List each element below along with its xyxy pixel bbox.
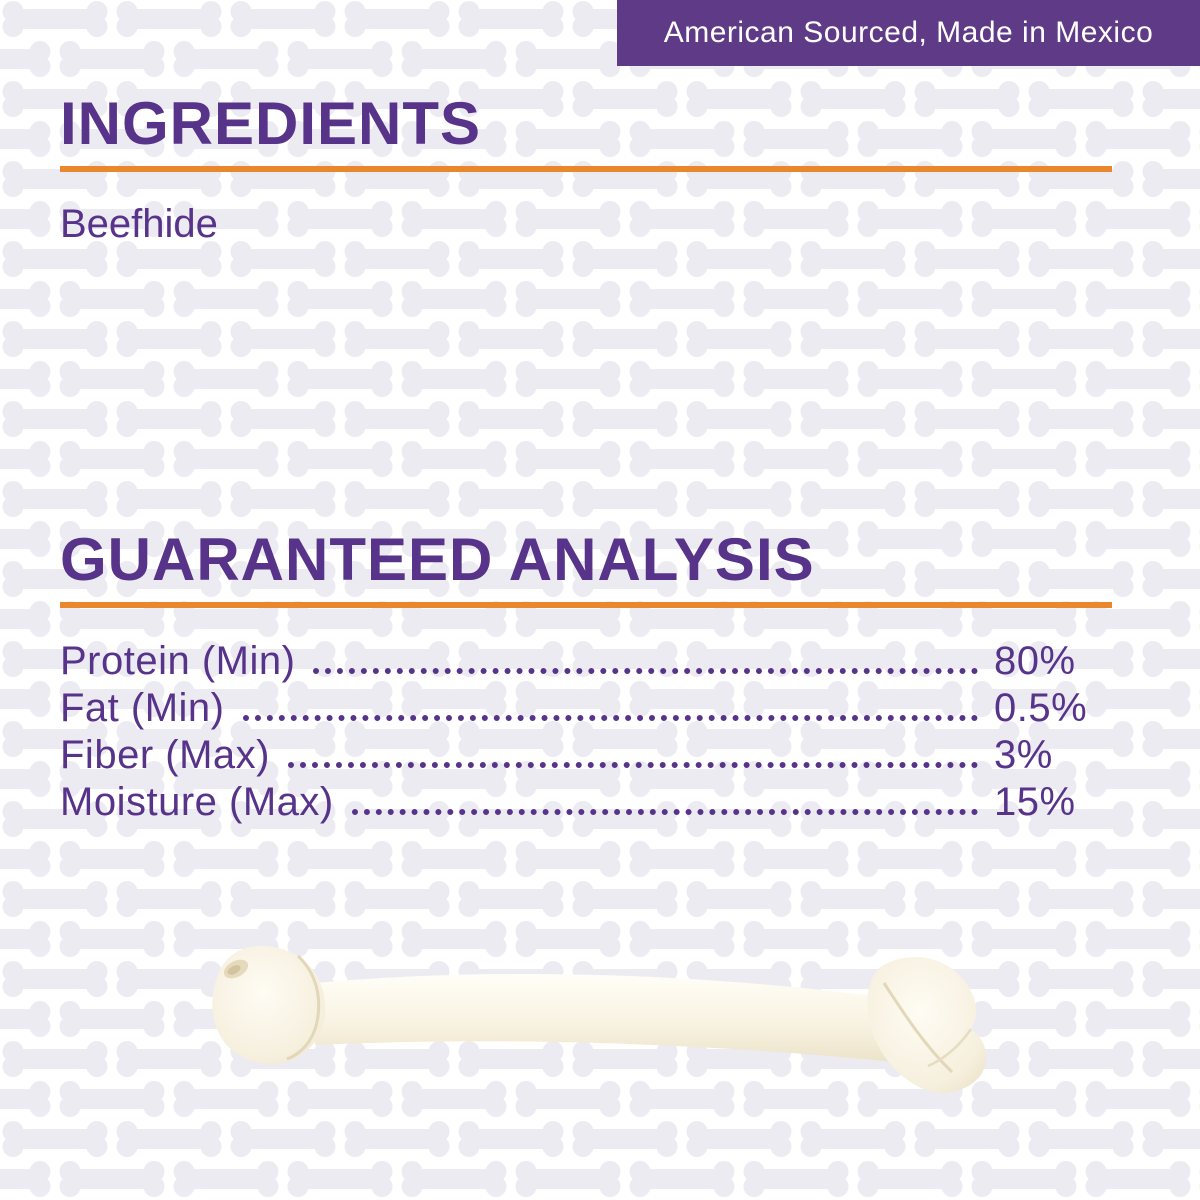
dotted-leader xyxy=(287,762,978,768)
orange-divider xyxy=(60,602,1112,608)
table-row: Fiber (Max) 3% xyxy=(60,732,1112,779)
analysis-table: Protein (Min) 80% Fat (Min) 0.5% Fiber (… xyxy=(60,638,1112,826)
analysis-row-label: Moisture (Max) xyxy=(60,780,334,824)
rawhide-bone-image xyxy=(212,945,987,1093)
analysis-row-value: 15% xyxy=(994,780,1076,824)
table-row: Protein (Min) 80% xyxy=(60,638,1112,685)
orange-divider xyxy=(60,166,1112,172)
dotted-leader xyxy=(313,668,978,674)
table-row: Moisture (Max) 15% xyxy=(60,779,1112,826)
guaranteed-analysis-title: GUARANTEED ANALYSIS xyxy=(60,526,815,593)
origin-banner: American Sourced, Made in Mexico xyxy=(617,0,1200,66)
dotted-leader xyxy=(242,715,978,721)
guaranteed-analysis-section: GUARANTEED ANALYSIS Protein (Min) 80% Fa… xyxy=(60,528,1112,826)
ingredients-section: INGREDIENTS Beefhide xyxy=(60,92,1112,247)
origin-banner-label: American Sourced, Made in Mexico xyxy=(663,16,1154,49)
analysis-row-value: 3% xyxy=(994,733,1053,777)
bone-left-knot xyxy=(212,945,326,1065)
ingredients-title: INGREDIENTS xyxy=(60,90,482,157)
bone-right-knot xyxy=(867,957,987,1093)
table-row: Fat (Min) 0.5% xyxy=(60,685,1112,732)
ingredients-value: Beefhide xyxy=(60,202,218,246)
bone-shaft xyxy=(315,973,942,1067)
analysis-row-value: 0.5% xyxy=(994,686,1088,730)
analysis-row-label: Fiber (Max) xyxy=(60,733,270,777)
dotted-leader xyxy=(351,809,978,815)
analysis-row-label: Fat (Min) xyxy=(60,686,225,730)
analysis-row-label: Protein (Min) xyxy=(60,639,296,683)
analysis-row-value: 80% xyxy=(994,639,1076,683)
